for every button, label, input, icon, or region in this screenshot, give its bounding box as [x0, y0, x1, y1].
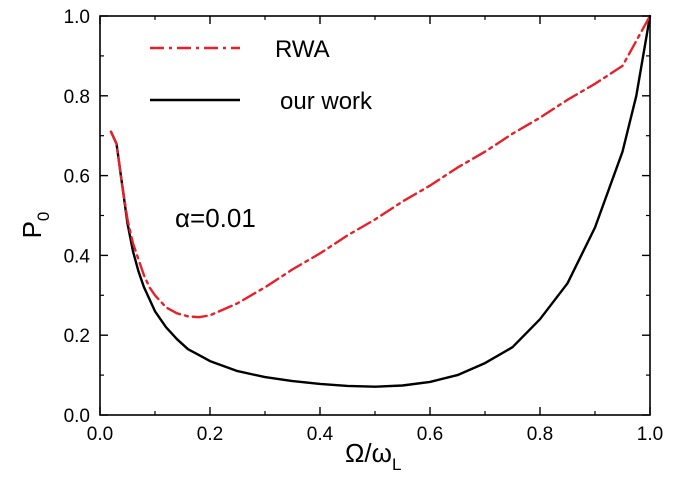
alpha-annotation: α=0.01 [175, 203, 256, 233]
y-tick-label: 0.0 [64, 406, 90, 427]
y-axis-title: P0 [17, 212, 53, 239]
x-tick-label: 0.8 [527, 424, 553, 445]
x-tick-label: 0.2 [197, 424, 223, 445]
x-tick-label: 0.6 [417, 424, 443, 445]
legend-label-rwa: RWA [275, 36, 330, 63]
y-tick-label: 1.0 [64, 7, 90, 28]
ticks-layer: 0.0 0.2 0.4 0.6 0.8 1.0 0.0 0.2 0.4 0.6 0.8 1.0 [64, 7, 664, 445]
series-line-rwa [109, 14, 652, 319]
y-axis-title-main: P [17, 221, 47, 238]
y-tick-label: 0.8 [64, 87, 90, 108]
y-tick-label: 0.4 [64, 246, 91, 267]
x-tick-label: 0.0 [87, 424, 113, 445]
legend-label-our-work: our work [280, 88, 373, 115]
x-tick-label: 0.4 [307, 424, 334, 445]
y-axis-title-sub: 0 [34, 212, 53, 221]
series-line-our-work [109, 14, 652, 388]
legend: RWA our work [150, 36, 373, 115]
x-axis-title: Ω/ωL [345, 438, 401, 474]
x-axis-title-sub: L [392, 455, 401, 474]
series-layer [109, 14, 652, 388]
x-tick-label: 1.0 [637, 424, 663, 445]
y-tick-label: 0.6 [64, 167, 90, 188]
y-tick-label: 0.2 [64, 326, 90, 347]
x-axis-title-main: Ω/ω [345, 438, 392, 468]
